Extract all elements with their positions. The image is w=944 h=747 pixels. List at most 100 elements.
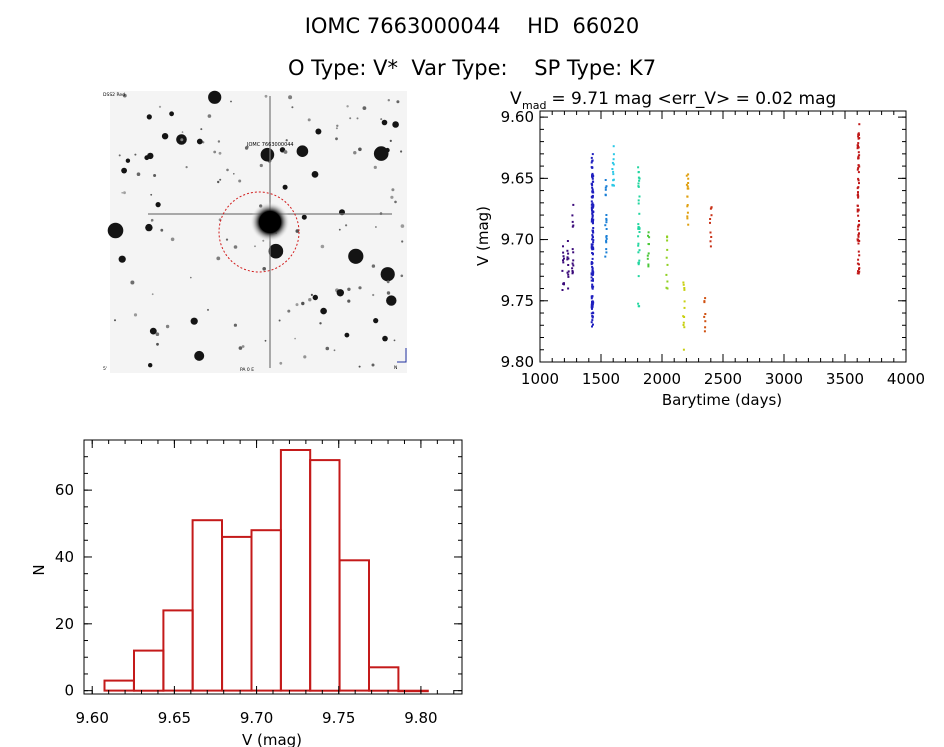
star-dot xyxy=(287,309,291,313)
light-curve-point xyxy=(605,221,608,224)
light-curve-point xyxy=(666,280,669,283)
star-dot xyxy=(264,94,268,98)
light-curve-point xyxy=(592,312,595,315)
light-curve-point xyxy=(591,213,594,216)
light-curve-point xyxy=(857,155,860,158)
star-dot xyxy=(282,184,288,190)
star-dot xyxy=(387,99,390,102)
light-curve-point xyxy=(591,278,594,281)
star-dot xyxy=(190,317,198,325)
light-curve-point xyxy=(590,156,593,159)
histogram-y-tick-label: 0 xyxy=(64,682,74,700)
star-dot xyxy=(371,264,376,268)
star-dot xyxy=(134,153,137,156)
star-dot xyxy=(389,139,392,142)
light-curve-point xyxy=(567,275,570,278)
light-curve-point xyxy=(857,146,860,149)
light-curve-point xyxy=(857,242,860,245)
star-dot xyxy=(118,154,121,157)
light-curve-point xyxy=(637,166,640,169)
light-curve-point xyxy=(592,246,595,249)
star-dot xyxy=(356,117,359,120)
survey-label: DSS2 Red xyxy=(103,92,125,98)
light-curve-point xyxy=(590,208,593,211)
star-dot xyxy=(301,214,307,220)
star-dot xyxy=(233,323,237,327)
sky-image-panel: IOMC 7663000044 DSS2 Red 5' PA 0 E N xyxy=(103,90,407,373)
light-curve-x-tick-label: 4000 xyxy=(887,370,925,388)
light-curve-point xyxy=(590,200,593,203)
light-curve-point xyxy=(647,231,650,234)
light-curve-point xyxy=(858,154,861,157)
light-curve-point xyxy=(637,171,640,174)
light-curve-point xyxy=(857,186,860,189)
light-curve-point xyxy=(856,210,859,213)
light-curve-point xyxy=(666,263,669,266)
light-curve-point xyxy=(563,283,565,286)
star-dot xyxy=(122,93,127,98)
light-curve-y-tick-label: 9.65 xyxy=(501,169,534,187)
target-aperture-circle xyxy=(218,191,300,273)
star-dot xyxy=(181,131,184,133)
north-label: N xyxy=(394,365,397,371)
light-curve-point xyxy=(638,179,641,182)
light-curve-y-tick-label: 9.60 xyxy=(501,108,534,126)
light-curve-point xyxy=(591,267,594,270)
light-curve-point xyxy=(637,202,640,205)
orientation-label: PA 0 E xyxy=(240,367,254,373)
star-dot xyxy=(259,163,263,168)
light-curve-point xyxy=(590,261,593,263)
histogram-bar xyxy=(279,449,312,692)
star-dot xyxy=(391,188,395,192)
star-dot xyxy=(319,322,322,325)
light-curve-point xyxy=(591,176,594,179)
light-curve-point xyxy=(592,203,595,206)
light-curve-point xyxy=(856,208,859,211)
light-curve-point xyxy=(611,184,614,187)
histogram-y-tick-label: 40 xyxy=(55,548,74,566)
light-curve-point xyxy=(572,251,575,254)
light-curve-ylabel: V (mag) xyxy=(474,206,492,266)
star-dot xyxy=(151,293,154,296)
light-curve-point xyxy=(562,255,565,258)
light-curve-point xyxy=(566,258,569,261)
light-curve-point xyxy=(857,196,860,199)
light-curve-point xyxy=(591,177,594,180)
light-curve-point xyxy=(612,153,615,156)
histogram-ticks: 9.60 9.65 9.70 9.75 9.80 0 20 40 60 xyxy=(55,440,462,727)
light-curve-point xyxy=(567,287,570,290)
histogram-y-tick-label: 60 xyxy=(55,481,74,499)
light-curve-point xyxy=(604,186,607,189)
light-curve-point xyxy=(637,302,640,305)
star-dot xyxy=(158,105,162,108)
light-curve-point xyxy=(605,214,608,216)
light-curve-point xyxy=(592,241,595,244)
light-curve-point xyxy=(666,248,669,251)
light-curve-point xyxy=(591,172,594,175)
light-curve-ticks: 1000 1500 2000 2500 3000 3500 4000 9.60 9.65 9.70… xyxy=(501,108,926,388)
star-dot xyxy=(373,146,389,161)
star-dot xyxy=(320,244,325,249)
light-curve-point xyxy=(591,287,594,290)
star-dot xyxy=(217,140,221,143)
light-curve-point xyxy=(592,180,595,183)
light-curve-point xyxy=(591,202,594,205)
histogram-x-tick-label: 9.65 xyxy=(158,709,191,727)
star-dot xyxy=(348,248,364,264)
star-dot xyxy=(225,238,229,241)
light-curve-point xyxy=(591,307,593,310)
star-dot xyxy=(238,179,242,183)
light-curve-point xyxy=(683,288,686,291)
light-curve-point xyxy=(858,220,860,222)
star-dot xyxy=(353,151,357,155)
star-dot xyxy=(136,172,141,176)
light-curve-point xyxy=(687,177,690,180)
star-dot xyxy=(244,146,249,150)
histogram-bars xyxy=(103,449,429,693)
light-curve-point xyxy=(703,301,706,304)
light-curve-point xyxy=(572,224,575,227)
light-curve-point xyxy=(637,185,640,188)
histogram-x-tick-label: 9.60 xyxy=(76,709,109,727)
light-curve-x-tick-label: 2000 xyxy=(643,370,681,388)
light-curve-point xyxy=(562,245,564,248)
